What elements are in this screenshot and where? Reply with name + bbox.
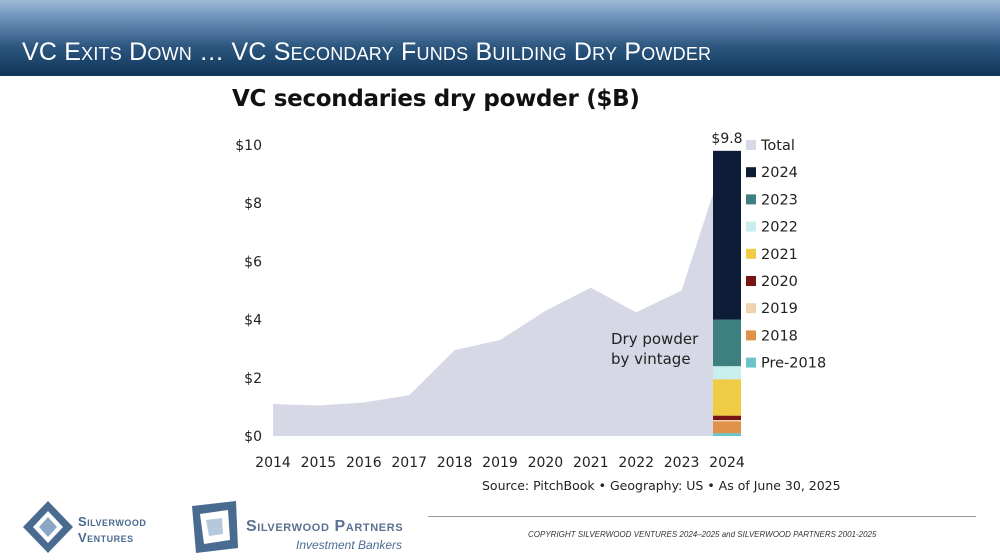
y-tick-label: $2 xyxy=(244,371,262,387)
bar-segment-2018 xyxy=(713,421,741,434)
bar-segment-2024 xyxy=(713,150,741,320)
legend-swatch-2020 xyxy=(746,276,756,286)
x-tick-label: 2024 xyxy=(709,455,745,470)
y-tick-label: $8 xyxy=(244,196,262,212)
legend-label: 2022 xyxy=(761,220,798,236)
legend-label: 2018 xyxy=(761,328,798,344)
legend-label: 2019 xyxy=(761,301,798,317)
x-tick-label: 2016 xyxy=(346,455,382,470)
y-tick-label: $10 xyxy=(235,138,262,154)
annotation-line: by vintage xyxy=(611,350,691,368)
total-area-series xyxy=(273,150,727,436)
legend-swatch-2024 xyxy=(746,167,756,178)
legend-label: 2020 xyxy=(761,274,798,290)
legend-label: 2023 xyxy=(761,192,798,208)
x-tick-label: 2023 xyxy=(664,455,700,470)
bar-segment-2019 xyxy=(713,419,741,422)
bar-segment-2020 xyxy=(713,415,741,420)
logo-ventures-name: Silverwood xyxy=(78,514,147,529)
bar-segment-pre-2018 xyxy=(713,433,741,436)
x-tick-label: 2020 xyxy=(528,455,564,470)
x-tick-label: 2014 xyxy=(255,455,291,470)
dry-powder-chart: $9.8 Dry powder by vintage $0 $2 $4 $6 $8 $10 201… xyxy=(235,131,826,470)
x-tick-label: 2021 xyxy=(573,455,609,470)
chart-title: VC secondaries dry powder ($B) xyxy=(232,86,640,112)
y-tick-label: $4 xyxy=(244,313,262,329)
legend-label: 2024 xyxy=(761,165,798,181)
bar-segment-2022 xyxy=(713,366,741,380)
logo-ventures-subtitle: Ventures xyxy=(78,530,134,545)
legend-swatch-2022 xyxy=(746,221,756,232)
header-banner: VC Exits Down … VC Secondary Funds Build… xyxy=(0,0,1000,76)
x-tick-label: 2015 xyxy=(301,455,337,470)
x-tick-label: 2017 xyxy=(391,455,427,470)
logo-partners-tagline: Investment Bankers xyxy=(296,538,403,552)
x-tick-label: 2018 xyxy=(437,455,473,470)
x-tick-label: 2022 xyxy=(618,455,654,470)
bar-total-label: $9.8 xyxy=(711,131,742,147)
slide-title: VC Exits Down … VC Secondary Funds Build… xyxy=(22,38,712,66)
legend-label: 2021 xyxy=(761,247,798,263)
footer-divider xyxy=(428,516,976,517)
legend-swatch-pre-2018 xyxy=(746,357,756,368)
legend-label: Total xyxy=(760,138,795,154)
legend-swatch-2023 xyxy=(746,194,756,205)
bar-segment-2023 xyxy=(713,319,741,367)
annotation-line: Dry powder xyxy=(611,330,699,348)
x-tick-label: 2019 xyxy=(482,455,518,470)
legend-swatch-2019 xyxy=(746,303,756,314)
y-tick-label: $6 xyxy=(244,254,262,270)
legend-label: Pre-2018 xyxy=(761,356,826,372)
bar-segment-2021 xyxy=(713,379,741,416)
legend-swatch-2018 xyxy=(746,330,756,341)
y-tick-label: $0 xyxy=(244,429,262,445)
copyright-text: COPYRIGHT SILVERWOOD VENTURES 2024–2025 … xyxy=(528,530,877,539)
silverwood-partners-logo-icon xyxy=(192,501,238,553)
source-note: Source: PitchBook • Geography: US • As o… xyxy=(482,478,841,493)
legend-swatch-total xyxy=(746,140,756,150)
logo-partners-name: Silverwood Partners xyxy=(246,518,404,535)
legend-swatch-2021 xyxy=(746,248,756,259)
silverwood-ventures-logo-icon xyxy=(23,501,73,553)
